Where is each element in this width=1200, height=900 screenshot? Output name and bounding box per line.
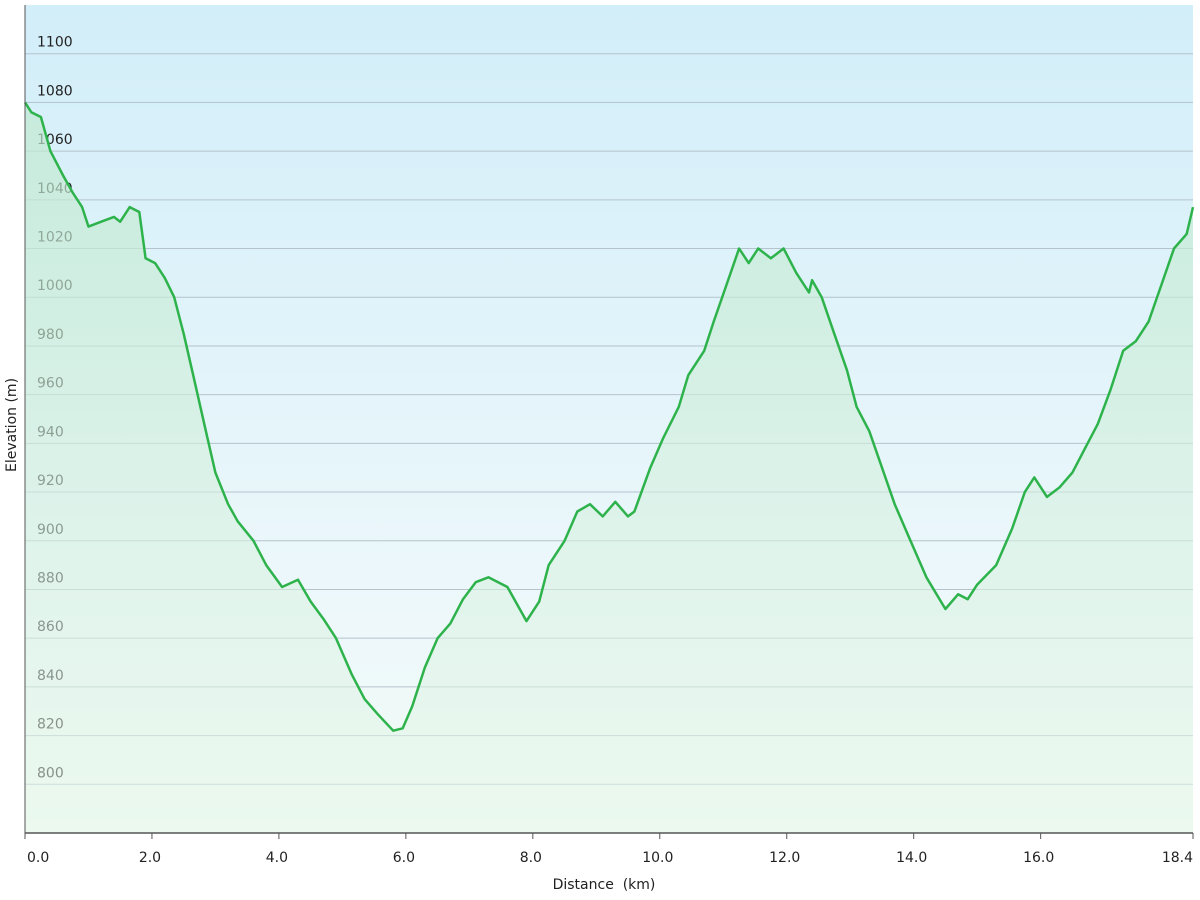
- area: [25, 102, 1193, 833]
- x-tick-label: 16.0: [1023, 850, 1054, 866]
- y-tick-label: 1080: [37, 83, 73, 99]
- x-tick-label: 4.0: [266, 850, 288, 866]
- x-tick-label: 12.0: [769, 850, 800, 866]
- x-tick-label: 6.0: [393, 850, 415, 866]
- x-tick-label: 0.0: [27, 850, 49, 866]
- x-axis-label: Distance (km): [553, 877, 656, 893]
- x-tick-label: 18.4: [1162, 850, 1193, 866]
- x-tick-label: 8.0: [520, 850, 542, 866]
- x-tick-label: 14.0: [896, 850, 927, 866]
- x-tick-label: 10.0: [642, 850, 673, 866]
- y-tick-label: 1100: [37, 35, 73, 51]
- elevation-line: [23, 101, 1195, 732]
- x-tick-label: 2.0: [139, 850, 161, 866]
- y-axis-label: Elevation (m): [4, 378, 20, 472]
